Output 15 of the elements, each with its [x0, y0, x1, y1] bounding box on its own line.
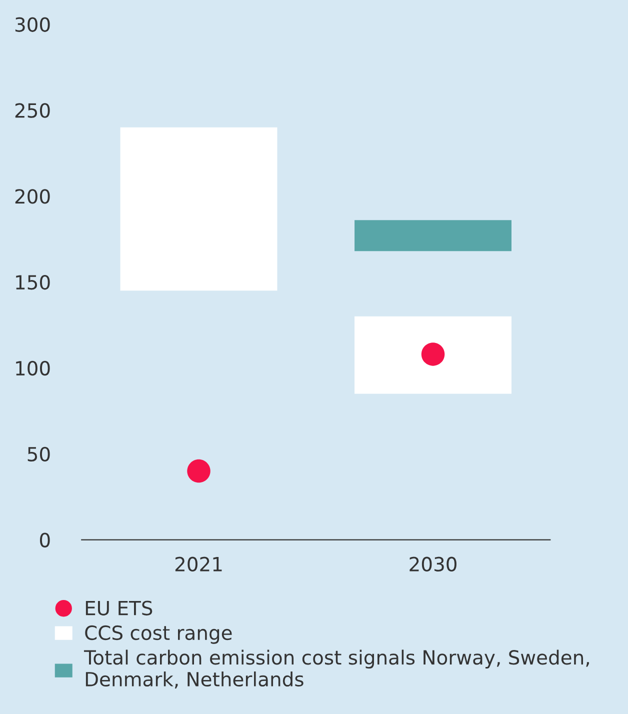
bar	[354, 316, 512, 394]
y-tick-label: 0	[40, 532, 50, 548]
y-tick-label: 200	[15, 189, 50, 204]
legend-label: CCS cost range	[85, 625, 232, 644]
legend-label: Total carbon emission cost signals Norway, Sweden, Denmark, Netherlands	[84, 650, 589, 689]
y-tick-label: 300	[15, 17, 50, 32]
legend-label: EU ETS	[86, 600, 152, 616]
y-tick-label: 100	[16, 360, 50, 376]
y-tick-label: 250	[15, 103, 50, 118]
bar	[120, 127, 278, 291]
x-tick-label: 2030	[410, 556, 456, 572]
y-tick-label: 50	[28, 446, 50, 462]
y-tick-label: 150	[16, 274, 50, 290]
bar	[354, 220, 512, 252]
x-tick-label: 2021	[175, 556, 222, 572]
